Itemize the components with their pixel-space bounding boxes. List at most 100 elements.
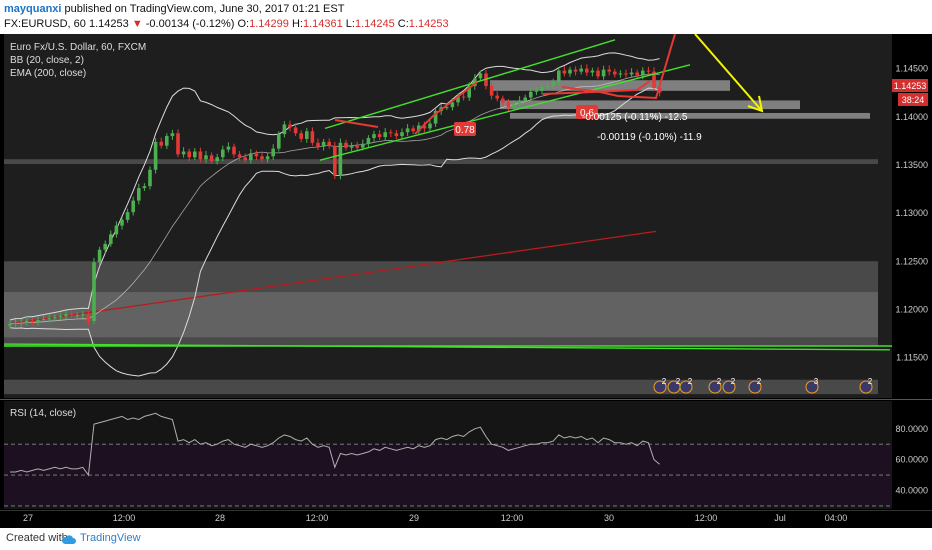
- legend-bb[interactable]: BB (20, close, 2): [10, 55, 84, 66]
- candle-body[interactable]: [209, 155, 214, 162]
- candle-body[interactable]: [461, 96, 466, 98]
- candle-body[interactable]: [305, 131, 309, 139]
- candle-body[interactable]: [450, 102, 455, 108]
- fib-line-rise[interactable]: [414, 81, 478, 135]
- candle-body[interactable]: [624, 73, 628, 75]
- candle-body[interactable]: [64, 314, 68, 317]
- candle-body[interactable]: [641, 70, 645, 76]
- candle-body[interactable]: [243, 157, 247, 161]
- candle-body[interactable]: [131, 200, 135, 213]
- candle-body[interactable]: [422, 125, 427, 129]
- candle-body[interactable]: [30, 320, 35, 322]
- candle-body[interactable]: [170, 133, 175, 137]
- rsi-line[interactable]: [10, 412, 660, 477]
- candle-body[interactable]: [137, 188, 141, 201]
- event-flag-icon[interactable]: [859, 380, 873, 394]
- zone-5[interactable]: [4, 292, 878, 346]
- candle-body[interactable]: [19, 322, 23, 324]
- candle-body[interactable]: [265, 156, 270, 160]
- candle-body[interactable]: [372, 134, 376, 138]
- candle-body[interactable]: [523, 97, 527, 101]
- candle-body[interactable]: [557, 70, 561, 83]
- candle-body[interactable]: [545, 86, 550, 87]
- fib-line-drop[interactable]: [561, 34, 676, 100]
- event-flag-icon[interactable]: [679, 380, 693, 394]
- candle-body[interactable]: [618, 73, 623, 75]
- candle-body[interactable]: [271, 148, 275, 157]
- candle-body[interactable]: [344, 142, 348, 148]
- candle-body[interactable]: [495, 95, 499, 99]
- candle-body[interactable]: [478, 73, 483, 79]
- candle-body[interactable]: [596, 70, 600, 77]
- ema-200-line[interactable]: [9, 230, 657, 325]
- candle-body[interactable]: [103, 243, 107, 250]
- candle-body[interactable]: [125, 212, 130, 220]
- candle-body[interactable]: [75, 315, 79, 317]
- candle-body[interactable]: [114, 225, 119, 235]
- price-axis[interactable]: 1.14500 1.14000 1.13500 1.13000 1.12500 1.120…: [895, 64, 928, 496]
- candle-body[interactable]: [349, 145, 354, 148]
- trendline-0[interactable]: [324, 39, 616, 130]
- candle-body[interactable]: [613, 71, 617, 75]
- candle-body[interactable]: [428, 123, 432, 129]
- candle-body[interactable]: [109, 234, 113, 244]
- candle-body[interactable]: [540, 86, 544, 91]
- bb-upper[interactable]: [9, 52, 660, 321]
- candle-body[interactable]: [562, 70, 567, 74]
- zone-3[interactable]: [4, 159, 878, 164]
- event-flag-icon[interactable]: [708, 380, 722, 394]
- candle-body[interactable]: [657, 87, 662, 93]
- zone-2[interactable]: [510, 112, 870, 119]
- candle-body[interactable]: [187, 151, 191, 158]
- candle-body[interactable]: [165, 136, 169, 146]
- author-name[interactable]: mayquanxi: [4, 3, 62, 15]
- candle-body[interactable]: [221, 149, 225, 158]
- candle-body[interactable]: [405, 128, 410, 133]
- candle-body[interactable]: [8, 323, 12, 326]
- candle-body[interactable]: [142, 186, 147, 189]
- candle-body[interactable]: [590, 70, 595, 73]
- candle-body[interactable]: [361, 143, 365, 148]
- candle-body[interactable]: [153, 141, 158, 170]
- candle-body[interactable]: [69, 314, 74, 316]
- yellow-arrow-shaft[interactable]: [694, 34, 763, 112]
- candle-body[interactable]: [512, 104, 516, 108]
- candle-body[interactable]: [551, 82, 555, 86]
- candle-body[interactable]: [193, 151, 197, 158]
- candle-body[interactable]: [321, 141, 326, 147]
- candle-body[interactable]: [333, 145, 337, 176]
- candle-body[interactable]: [585, 68, 589, 73]
- candle-body[interactable]: [288, 124, 292, 128]
- candle-body[interactable]: [58, 316, 63, 318]
- candle-body[interactable]: [534, 90, 539, 92]
- candle-body[interactable]: [148, 169, 152, 187]
- candle-body[interactable]: [377, 134, 382, 138]
- candle-body[interactable]: [254, 153, 259, 157]
- rsi-legend[interactable]: RSI (14, close): [10, 408, 76, 419]
- footer-brand[interactable]: TradingView: [80, 532, 141, 544]
- candle-body[interactable]: [198, 151, 203, 160]
- candle-body[interactable]: [579, 68, 583, 72]
- candle-body[interactable]: [36, 320, 40, 322]
- candle-body[interactable]: [260, 156, 264, 160]
- time-axis[interactable]: 27 12:00 28 12:00 29 12:00 30 12:00 Jul 04:00: [23, 513, 847, 523]
- candle-body[interactable]: [573, 69, 578, 72]
- candle-body[interactable]: [181, 151, 186, 155]
- candle-body[interactable]: [635, 72, 639, 76]
- event-flag-icon[interactable]: [722, 380, 736, 394]
- candle-body[interactable]: [215, 157, 219, 162]
- candle-body[interactable]: [529, 91, 533, 98]
- candle-body[interactable]: [467, 86, 471, 98]
- candle-body[interactable]: [310, 131, 315, 143]
- candle-body[interactable]: [355, 145, 359, 148]
- candle-body[interactable]: [489, 86, 494, 96]
- legend-ema[interactable]: EMA (200, close): [10, 68, 86, 79]
- candle-body[interactable]: [226, 146, 231, 150]
- event-flag-icon[interactable]: [748, 380, 762, 394]
- candle-body[interactable]: [41, 319, 46, 321]
- zone-4[interactable]: [4, 261, 878, 338]
- candle-body[interactable]: [383, 132, 387, 138]
- candle-body[interactable]: [316, 142, 320, 147]
- event-flag-icon[interactable]: [653, 380, 667, 394]
- candle-body[interactable]: [433, 111, 438, 124]
